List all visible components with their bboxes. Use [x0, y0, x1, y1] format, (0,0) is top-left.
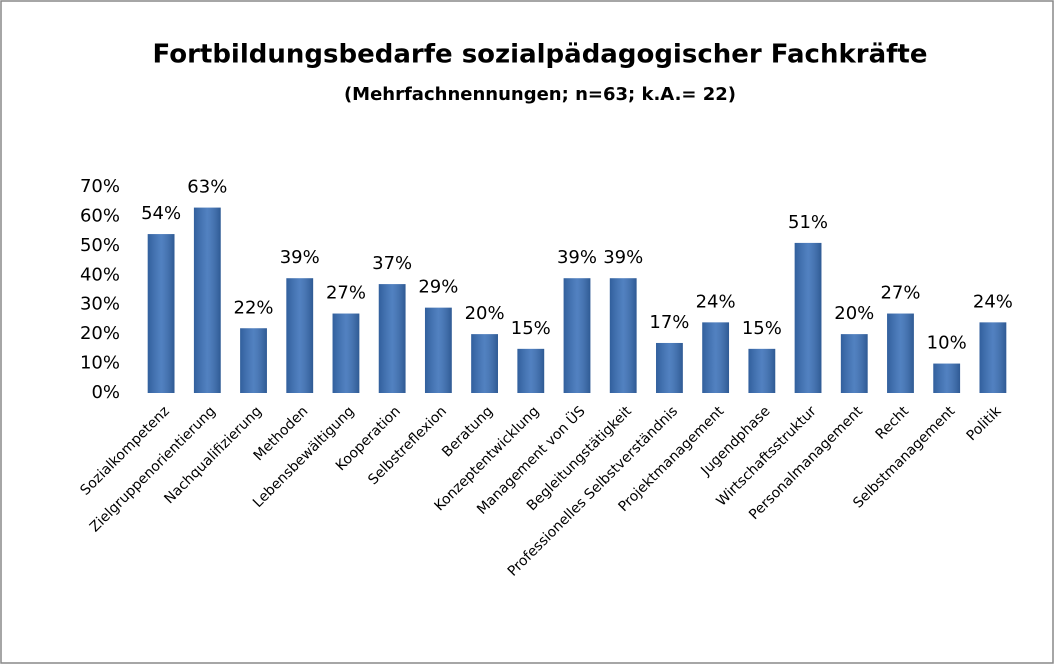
chart-subtitle: (Mehrfachnennungen; n=63; k.A.= 22) — [344, 84, 736, 105]
bar-shade — [656, 342, 683, 393]
value-label: 15% — [511, 318, 551, 339]
value-label: 20% — [465, 303, 505, 324]
value-label: 54% — [141, 203, 181, 224]
y-tick-label: 0% — [91, 382, 120, 403]
value-label: 39% — [557, 247, 597, 268]
bar-shade — [240, 328, 267, 393]
value-label: 15% — [742, 318, 782, 339]
value-label: 22% — [234, 297, 274, 318]
bar-shade — [332, 313, 360, 393]
bar-shade — [887, 313, 914, 393]
bar-shade — [933, 363, 961, 393]
bar-shade — [424, 307, 452, 393]
value-label: 29% — [418, 277, 458, 298]
bar-shade — [748, 348, 776, 393]
bar-shade — [147, 234, 175, 393]
value-label: 20% — [834, 303, 874, 324]
value-label: 27% — [326, 283, 366, 304]
bar-shade — [794, 242, 822, 393]
bar-shade — [378, 284, 406, 393]
y-tick-label: 20% — [80, 323, 120, 344]
y-tick-label: 40% — [80, 264, 120, 285]
bar-shade — [702, 322, 730, 393]
y-tick-label: 50% — [80, 235, 120, 256]
value-label: 27% — [880, 283, 920, 304]
bar-shade — [609, 278, 637, 393]
value-label: 63% — [187, 177, 227, 198]
value-label: 24% — [973, 291, 1013, 312]
bar-shade — [517, 348, 545, 393]
y-tick-label: 10% — [80, 353, 120, 374]
value-label: 24% — [696, 291, 736, 312]
value-label: 39% — [603, 247, 643, 268]
y-tick-label: 70% — [80, 176, 120, 197]
chart-title: Fortbildungsbedarfe sozialpädagogischer … — [153, 40, 928, 70]
bar-shade — [471, 334, 498, 393]
bar-shade — [286, 278, 314, 393]
value-label: 39% — [280, 247, 320, 268]
value-label: 37% — [372, 253, 412, 274]
bar-shade — [979, 322, 1007, 393]
value-label: 51% — [788, 212, 828, 233]
y-tick-label: 30% — [80, 294, 120, 315]
value-label: 10% — [927, 333, 967, 354]
bar-shade — [193, 207, 221, 393]
bar-shade — [840, 334, 868, 393]
value-label: 17% — [649, 312, 689, 333]
bar-shade — [563, 278, 591, 393]
y-tick-label: 60% — [80, 205, 120, 226]
